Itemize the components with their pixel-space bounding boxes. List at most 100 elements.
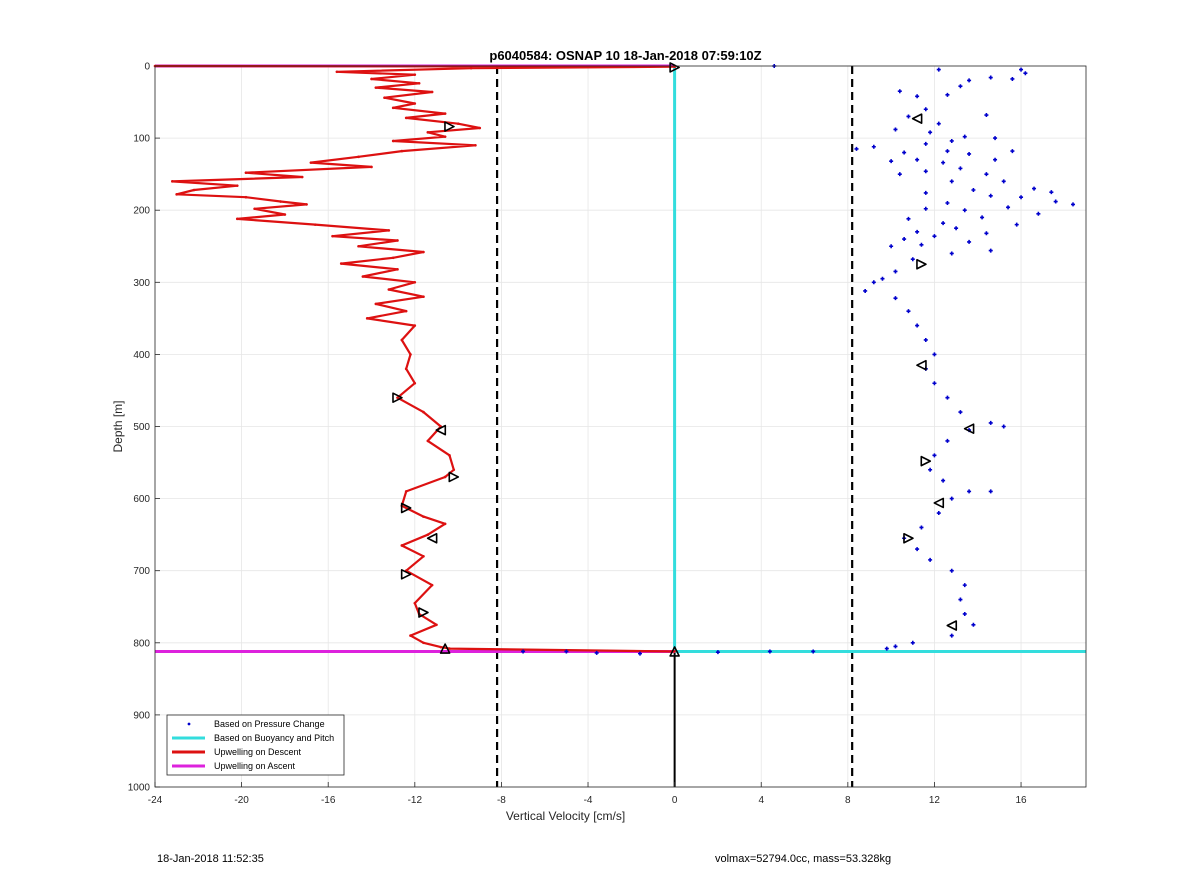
- pressure-data-point: [863, 288, 868, 293]
- plot-area: [153, 62, 1086, 787]
- descent-series-point: [673, 650, 676, 653]
- x-tick-label: 0: [672, 795, 678, 806]
- descent-series-point: [400, 149, 404, 153]
- descent-series-point: [335, 70, 339, 74]
- pressure-data-point: [637, 651, 642, 656]
- descent-series-point: [474, 144, 477, 147]
- y-tick-label: 900: [133, 710, 150, 721]
- descent-series-point: [409, 353, 412, 356]
- descent-series-point: [422, 410, 425, 414]
- descent-series-point: [422, 641, 425, 645]
- pressure-data-point: [993, 136, 998, 141]
- descent-series-point: [435, 623, 438, 627]
- pressure-data-point: [1053, 199, 1058, 204]
- pressure-data-point: [897, 172, 902, 177]
- x-tick-label: -20: [234, 795, 249, 806]
- descent-series-point: [365, 317, 369, 320]
- triangle-marker: [903, 532, 914, 544]
- legend-swatch: [187, 722, 191, 726]
- pressure-data-point: [958, 166, 963, 171]
- pressure-data-point: [897, 89, 902, 94]
- pressure-data-point: [980, 215, 985, 220]
- pressure-data-point: [910, 640, 915, 645]
- descent-series-point: [387, 229, 391, 232]
- y-tick-label: 100: [133, 134, 150, 145]
- footer-timestamp: 18-Jan-2018 11:52:35: [157, 853, 264, 865]
- pressure-data-point: [1049, 190, 1054, 195]
- pressure-data-point: [884, 646, 889, 651]
- descent-series-point: [383, 96, 386, 100]
- descent-series-point: [422, 515, 425, 518]
- x-tick-label: 16: [1015, 795, 1027, 806]
- pressure-data-point: [967, 489, 972, 494]
- y-tick-label: 400: [133, 350, 150, 361]
- pressure-data-point: [988, 248, 993, 253]
- descent-series-point: [456, 122, 460, 125]
- x-tick-label: -12: [408, 795, 423, 806]
- legend-entry: Based on Pressure Change: [214, 719, 325, 729]
- descent-series-point: [430, 583, 434, 587]
- y-tick-label: 0: [144, 62, 150, 73]
- descent-series-point: [443, 522, 447, 526]
- pressure-data-point: [923, 190, 928, 195]
- descent-series-point: [413, 324, 417, 327]
- pressure-data-point: [564, 649, 569, 654]
- pressure-data-point: [767, 649, 772, 654]
- descent-series-point: [331, 234, 334, 238]
- descent-series-point: [413, 381, 417, 385]
- pressure-data-point: [971, 188, 976, 193]
- pressure-data-point: [945, 395, 950, 400]
- pressure-data-point: [1014, 222, 1019, 227]
- triangle-marker: [400, 502, 412, 514]
- descent-series-point: [404, 367, 408, 371]
- descent-series-point: [448, 454, 451, 457]
- pressure-data-point: [949, 568, 954, 573]
- pressure-data-point: [949, 179, 954, 184]
- pressure-data-point: [993, 157, 998, 162]
- descent-series-point: [175, 193, 178, 196]
- pressure-data-point: [902, 150, 907, 155]
- pressure-data-point: [1071, 202, 1076, 207]
- descent-series-point: [443, 135, 447, 138]
- descent-series-point: [422, 250, 425, 254]
- pressure-data-point: [967, 151, 972, 156]
- pressure-data-point: [893, 269, 898, 274]
- pressure-data-point: [958, 597, 963, 602]
- descent-series-point: [283, 213, 287, 216]
- pressure-data-point: [932, 381, 937, 386]
- descent-series-point: [279, 200, 282, 203]
- descent-series-point: [305, 203, 308, 206]
- descent-series-point: [244, 171, 248, 175]
- descent-series-point: [422, 295, 425, 299]
- pressure-data-point: [949, 251, 954, 256]
- pressure-data-point: [936, 511, 941, 516]
- pressure-data-point: [962, 583, 967, 588]
- x-tick-label: -24: [148, 795, 163, 806]
- pressure-data-point: [915, 547, 920, 552]
- pressure-data-point: [910, 257, 915, 262]
- descent-series-point: [404, 309, 408, 313]
- pressure-data-point: [893, 296, 898, 301]
- pressure-data-point: [915, 323, 920, 328]
- pressure-data-point: [988, 420, 993, 425]
- pressure-data-point: [984, 231, 989, 236]
- descent-series-point: [426, 131, 430, 134]
- x-tick-label: -16: [321, 795, 336, 806]
- chart-title: p6040584: OSNAP 10 18-Jan-2018 07:59:10Z: [489, 48, 761, 63]
- pressure-data-point: [988, 193, 993, 198]
- pressure-data-point: [715, 650, 720, 655]
- pressure-data-point: [1001, 424, 1006, 429]
- pressure-data-point: [984, 172, 989, 177]
- triangle-marker: [920, 455, 932, 467]
- descent-series-point: [300, 175, 304, 179]
- triangle-marker: [392, 392, 403, 403]
- pressure-data-point: [521, 649, 526, 654]
- pressure-data-point: [936, 67, 941, 72]
- descent-series-point: [357, 155, 360, 159]
- descent-series-point: [426, 439, 430, 443]
- pressure-data-point: [893, 644, 898, 649]
- pressure-data-point: [928, 467, 933, 472]
- descent-series-point: [374, 302, 378, 306]
- pressure-data-point: [958, 410, 963, 415]
- descent-series-point: [339, 262, 343, 265]
